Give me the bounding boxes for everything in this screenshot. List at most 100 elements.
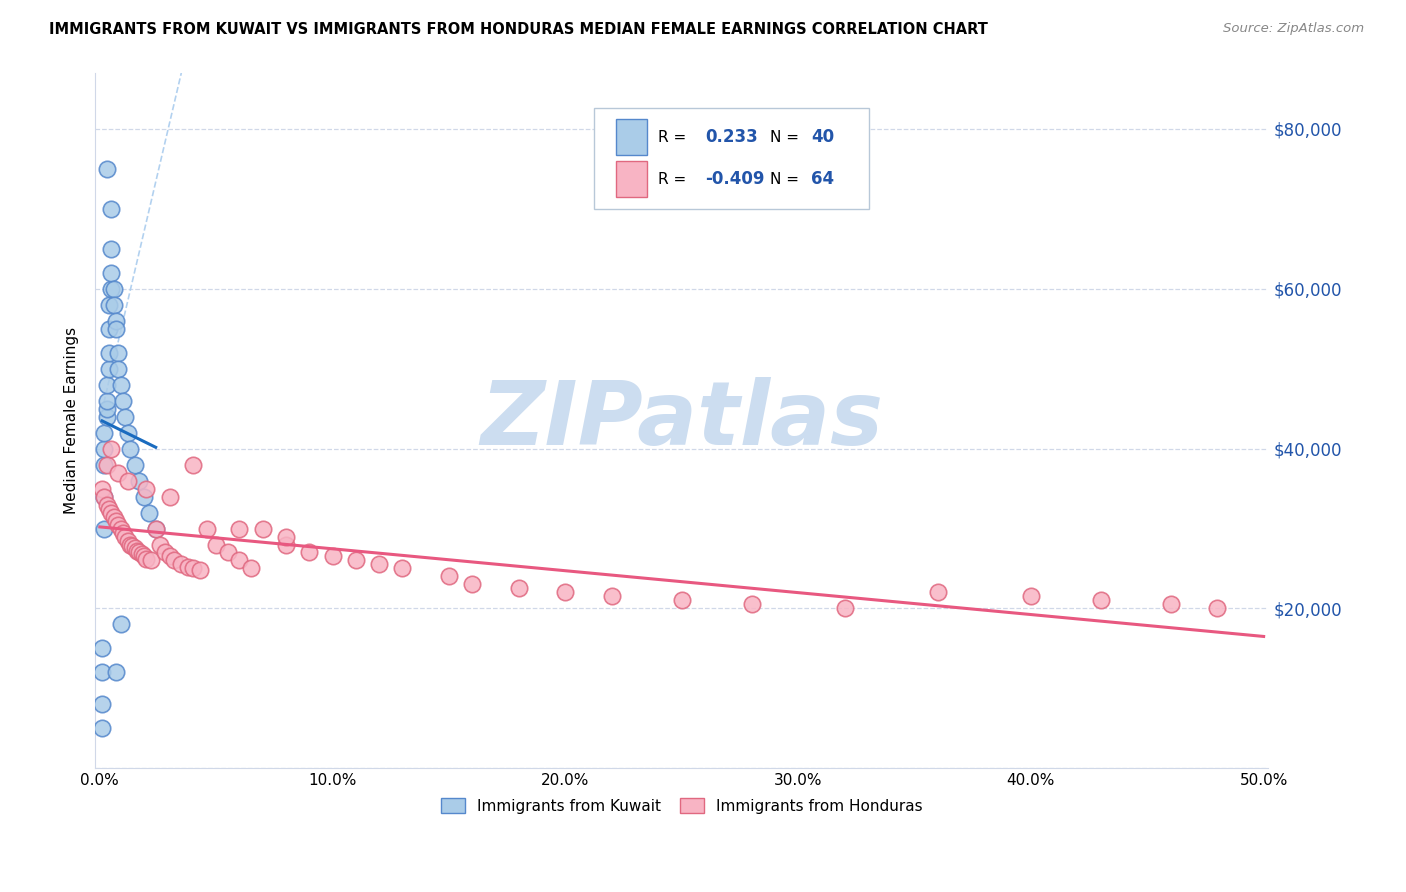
Point	[91, 482, 114, 496]
Point	[274, 537, 297, 551]
Point	[96, 393, 118, 408]
Point	[344, 553, 367, 567]
Point	[132, 549, 155, 564]
Point	[107, 361, 129, 376]
Point	[100, 442, 122, 456]
FancyBboxPatch shape	[616, 120, 647, 155]
Point	[110, 377, 132, 392]
Point	[100, 202, 122, 216]
Text: Source: ZipAtlas.com: Source: ZipAtlas.com	[1223, 22, 1364, 36]
Point	[120, 442, 142, 456]
Text: -0.409: -0.409	[706, 170, 765, 188]
Point	[145, 522, 167, 536]
Point	[228, 553, 250, 567]
Point	[98, 345, 121, 359]
Point	[159, 549, 181, 564]
Point	[107, 517, 129, 532]
Text: 0.233: 0.233	[706, 128, 758, 146]
Point	[128, 474, 150, 488]
Point	[125, 544, 148, 558]
Point	[153, 545, 176, 559]
Point	[100, 266, 122, 280]
Point	[181, 458, 204, 472]
Text: 40: 40	[811, 128, 834, 146]
Point	[927, 585, 949, 599]
Point	[181, 561, 204, 575]
Text: ZIPatlas: ZIPatlas	[481, 377, 883, 464]
Point	[124, 458, 146, 472]
Point	[437, 569, 460, 583]
Point	[105, 322, 128, 336]
Point	[93, 442, 115, 456]
FancyBboxPatch shape	[593, 108, 869, 209]
Point	[96, 401, 118, 416]
Point	[114, 529, 136, 543]
Point	[114, 409, 136, 424]
Point	[128, 545, 150, 559]
Point	[138, 506, 160, 520]
Point	[98, 501, 121, 516]
Point	[145, 522, 167, 536]
Point	[322, 549, 344, 564]
Point	[93, 458, 115, 472]
Point	[149, 537, 172, 551]
Point	[124, 541, 146, 556]
Point	[112, 393, 135, 408]
Point	[461, 577, 484, 591]
Point	[100, 282, 122, 296]
Point	[107, 345, 129, 359]
Point	[139, 553, 162, 567]
Point	[96, 161, 118, 176]
Point	[205, 537, 228, 551]
Point	[105, 514, 128, 528]
Text: R =: R =	[658, 130, 686, 145]
Point	[96, 458, 118, 472]
Point	[170, 558, 193, 572]
Point	[112, 525, 135, 540]
Point	[96, 377, 118, 392]
Point	[117, 533, 139, 548]
Point	[98, 298, 121, 312]
Point	[368, 558, 391, 572]
Text: 64: 64	[811, 170, 834, 188]
Point	[121, 539, 143, 553]
Point	[98, 322, 121, 336]
Point	[103, 298, 125, 312]
Point	[600, 590, 623, 604]
Point	[103, 509, 125, 524]
Point	[93, 425, 115, 440]
Point	[1160, 598, 1182, 612]
Point	[274, 529, 297, 543]
Point	[100, 242, 122, 256]
Point	[391, 561, 413, 575]
Point	[91, 641, 114, 656]
Point	[96, 498, 118, 512]
Point	[105, 665, 128, 680]
Point	[228, 522, 250, 536]
Point	[1019, 590, 1042, 604]
Point	[1206, 601, 1229, 615]
Point	[120, 537, 142, 551]
Text: N =: N =	[769, 130, 799, 145]
Point	[96, 409, 118, 424]
Point	[240, 561, 263, 575]
Point	[252, 522, 274, 536]
Text: R =: R =	[658, 171, 686, 186]
Legend: Immigrants from Kuwait, Immigrants from Honduras: Immigrants from Kuwait, Immigrants from …	[434, 792, 929, 820]
Point	[195, 522, 218, 536]
Point	[741, 598, 763, 612]
Point	[100, 506, 122, 520]
Point	[508, 582, 530, 596]
Point	[103, 282, 125, 296]
Point	[132, 490, 155, 504]
Y-axis label: Median Female Earnings: Median Female Earnings	[65, 327, 79, 514]
Point	[107, 466, 129, 480]
Point	[131, 547, 153, 561]
Point	[93, 490, 115, 504]
Point	[163, 553, 186, 567]
Point	[93, 490, 115, 504]
Point	[93, 522, 115, 536]
Point	[554, 585, 576, 599]
Point	[91, 721, 114, 735]
Point	[217, 545, 239, 559]
